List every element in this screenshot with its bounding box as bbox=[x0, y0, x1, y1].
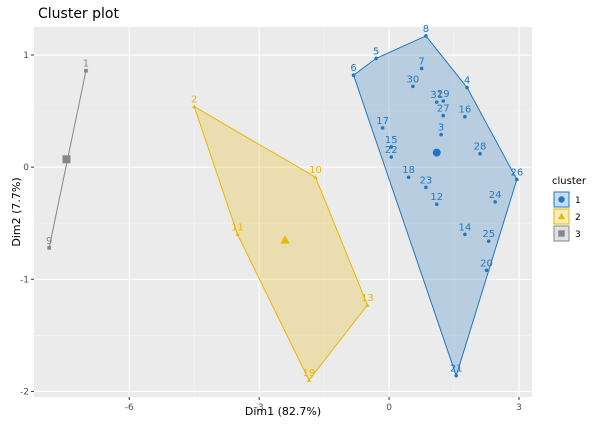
legend-label: 2 bbox=[575, 213, 581, 223]
cluster-1-center bbox=[432, 148, 441, 157]
data-point bbox=[84, 68, 88, 73]
point-label: 6 bbox=[350, 63, 356, 74]
data-point bbox=[465, 85, 469, 90]
legend-label: 3 bbox=[575, 230, 581, 240]
data-point bbox=[235, 232, 240, 236]
data-point bbox=[406, 175, 411, 180]
point-label: 24 bbox=[489, 190, 502, 201]
grid-lines bbox=[34, 27, 532, 397]
point-labels: 3456781214151617182021222324252627282930… bbox=[46, 24, 523, 379]
data-point bbox=[441, 113, 446, 118]
data-point bbox=[454, 373, 459, 378]
data-point bbox=[411, 84, 415, 89]
data-point bbox=[424, 34, 428, 38]
point-label: 16 bbox=[459, 105, 472, 116]
data-point bbox=[463, 232, 467, 237]
data-point bbox=[515, 177, 519, 182]
legend-marker-2 bbox=[557, 212, 566, 220]
point-label: 22 bbox=[385, 145, 398, 156]
point-label: 20 bbox=[480, 258, 493, 269]
point-label: 15 bbox=[385, 135, 398, 146]
legend-title: cluster bbox=[552, 176, 587, 187]
data-point bbox=[484, 268, 489, 273]
data-point bbox=[434, 202, 439, 206]
cluster-2-center bbox=[280, 235, 290, 244]
data-point bbox=[424, 185, 428, 190]
point-label: 30 bbox=[407, 74, 420, 85]
point-label: 1 bbox=[83, 59, 89, 70]
point-label: 21 bbox=[450, 364, 463, 375]
data-point bbox=[47, 246, 51, 250]
point-label: 26 bbox=[510, 167, 523, 178]
x-tick-label: 0 bbox=[386, 403, 392, 413]
point-label: 5 bbox=[373, 46, 379, 57]
point-label: 2 bbox=[191, 95, 197, 106]
data-points bbox=[47, 34, 519, 382]
chart-title: Cluster plot bbox=[38, 6, 119, 22]
point-label: 7 bbox=[418, 56, 424, 67]
y-tick-label: 0 bbox=[23, 163, 29, 173]
point-label: 9 bbox=[46, 236, 52, 247]
point-label: 25 bbox=[482, 229, 495, 240]
data-point bbox=[365, 302, 370, 307]
point-label: 8 bbox=[423, 24, 429, 35]
point-label: 12 bbox=[430, 192, 443, 203]
legend-marker-3 bbox=[558, 230, 565, 237]
point-label: 23 bbox=[420, 175, 433, 186]
point-label: 10 bbox=[309, 165, 322, 176]
point-label: 19 bbox=[303, 368, 316, 379]
data-point bbox=[478, 151, 482, 156]
data-point bbox=[493, 200, 497, 204]
point-label: 27 bbox=[437, 104, 450, 115]
data-point bbox=[389, 145, 394, 149]
data-point bbox=[351, 73, 356, 78]
point-label: 28 bbox=[474, 142, 487, 153]
point-label: 3 bbox=[438, 123, 444, 134]
point-label: 4 bbox=[464, 76, 470, 87]
y-tick-label: -2 bbox=[20, 387, 29, 397]
data-point bbox=[389, 155, 394, 159]
x-tick-label: -3 bbox=[255, 403, 264, 413]
data-point bbox=[306, 378, 312, 382]
data-point bbox=[486, 239, 491, 243]
y-tick-label: 1 bbox=[23, 51, 29, 61]
axes: -6 -3 0 3 -2 -1 0 1 bbox=[20, 51, 522, 413]
point-label: 18 bbox=[402, 165, 415, 176]
point-label: 17 bbox=[376, 116, 389, 127]
point-label: 11 bbox=[231, 222, 244, 233]
point-label: 31 bbox=[430, 90, 443, 101]
legend-label: 1 bbox=[575, 196, 581, 206]
data-point bbox=[192, 104, 197, 109]
data-point bbox=[434, 100, 439, 104]
data-point bbox=[439, 132, 443, 137]
point-label: 14 bbox=[459, 222, 472, 233]
data-point bbox=[463, 114, 467, 119]
x-tick-label: -6 bbox=[125, 403, 134, 413]
point-label: 29 bbox=[437, 89, 450, 100]
x-tick-label: 3 bbox=[516, 403, 522, 413]
y-tick-label: -1 bbox=[20, 275, 29, 285]
data-point bbox=[441, 99, 446, 103]
data-point bbox=[419, 66, 424, 71]
legend-marker-1 bbox=[558, 196, 565, 203]
data-point bbox=[380, 126, 385, 130]
legend: cluster 1 2 3 bbox=[552, 176, 587, 242]
y-axis-title: Dim2 (7.7%) bbox=[10, 177, 23, 246]
data-point bbox=[313, 175, 318, 179]
data-point bbox=[374, 56, 378, 61]
point-label: 13 bbox=[361, 293, 374, 304]
cluster-3-center bbox=[62, 155, 71, 164]
x-axis-title: Dim1 (82.7%) bbox=[245, 405, 321, 418]
